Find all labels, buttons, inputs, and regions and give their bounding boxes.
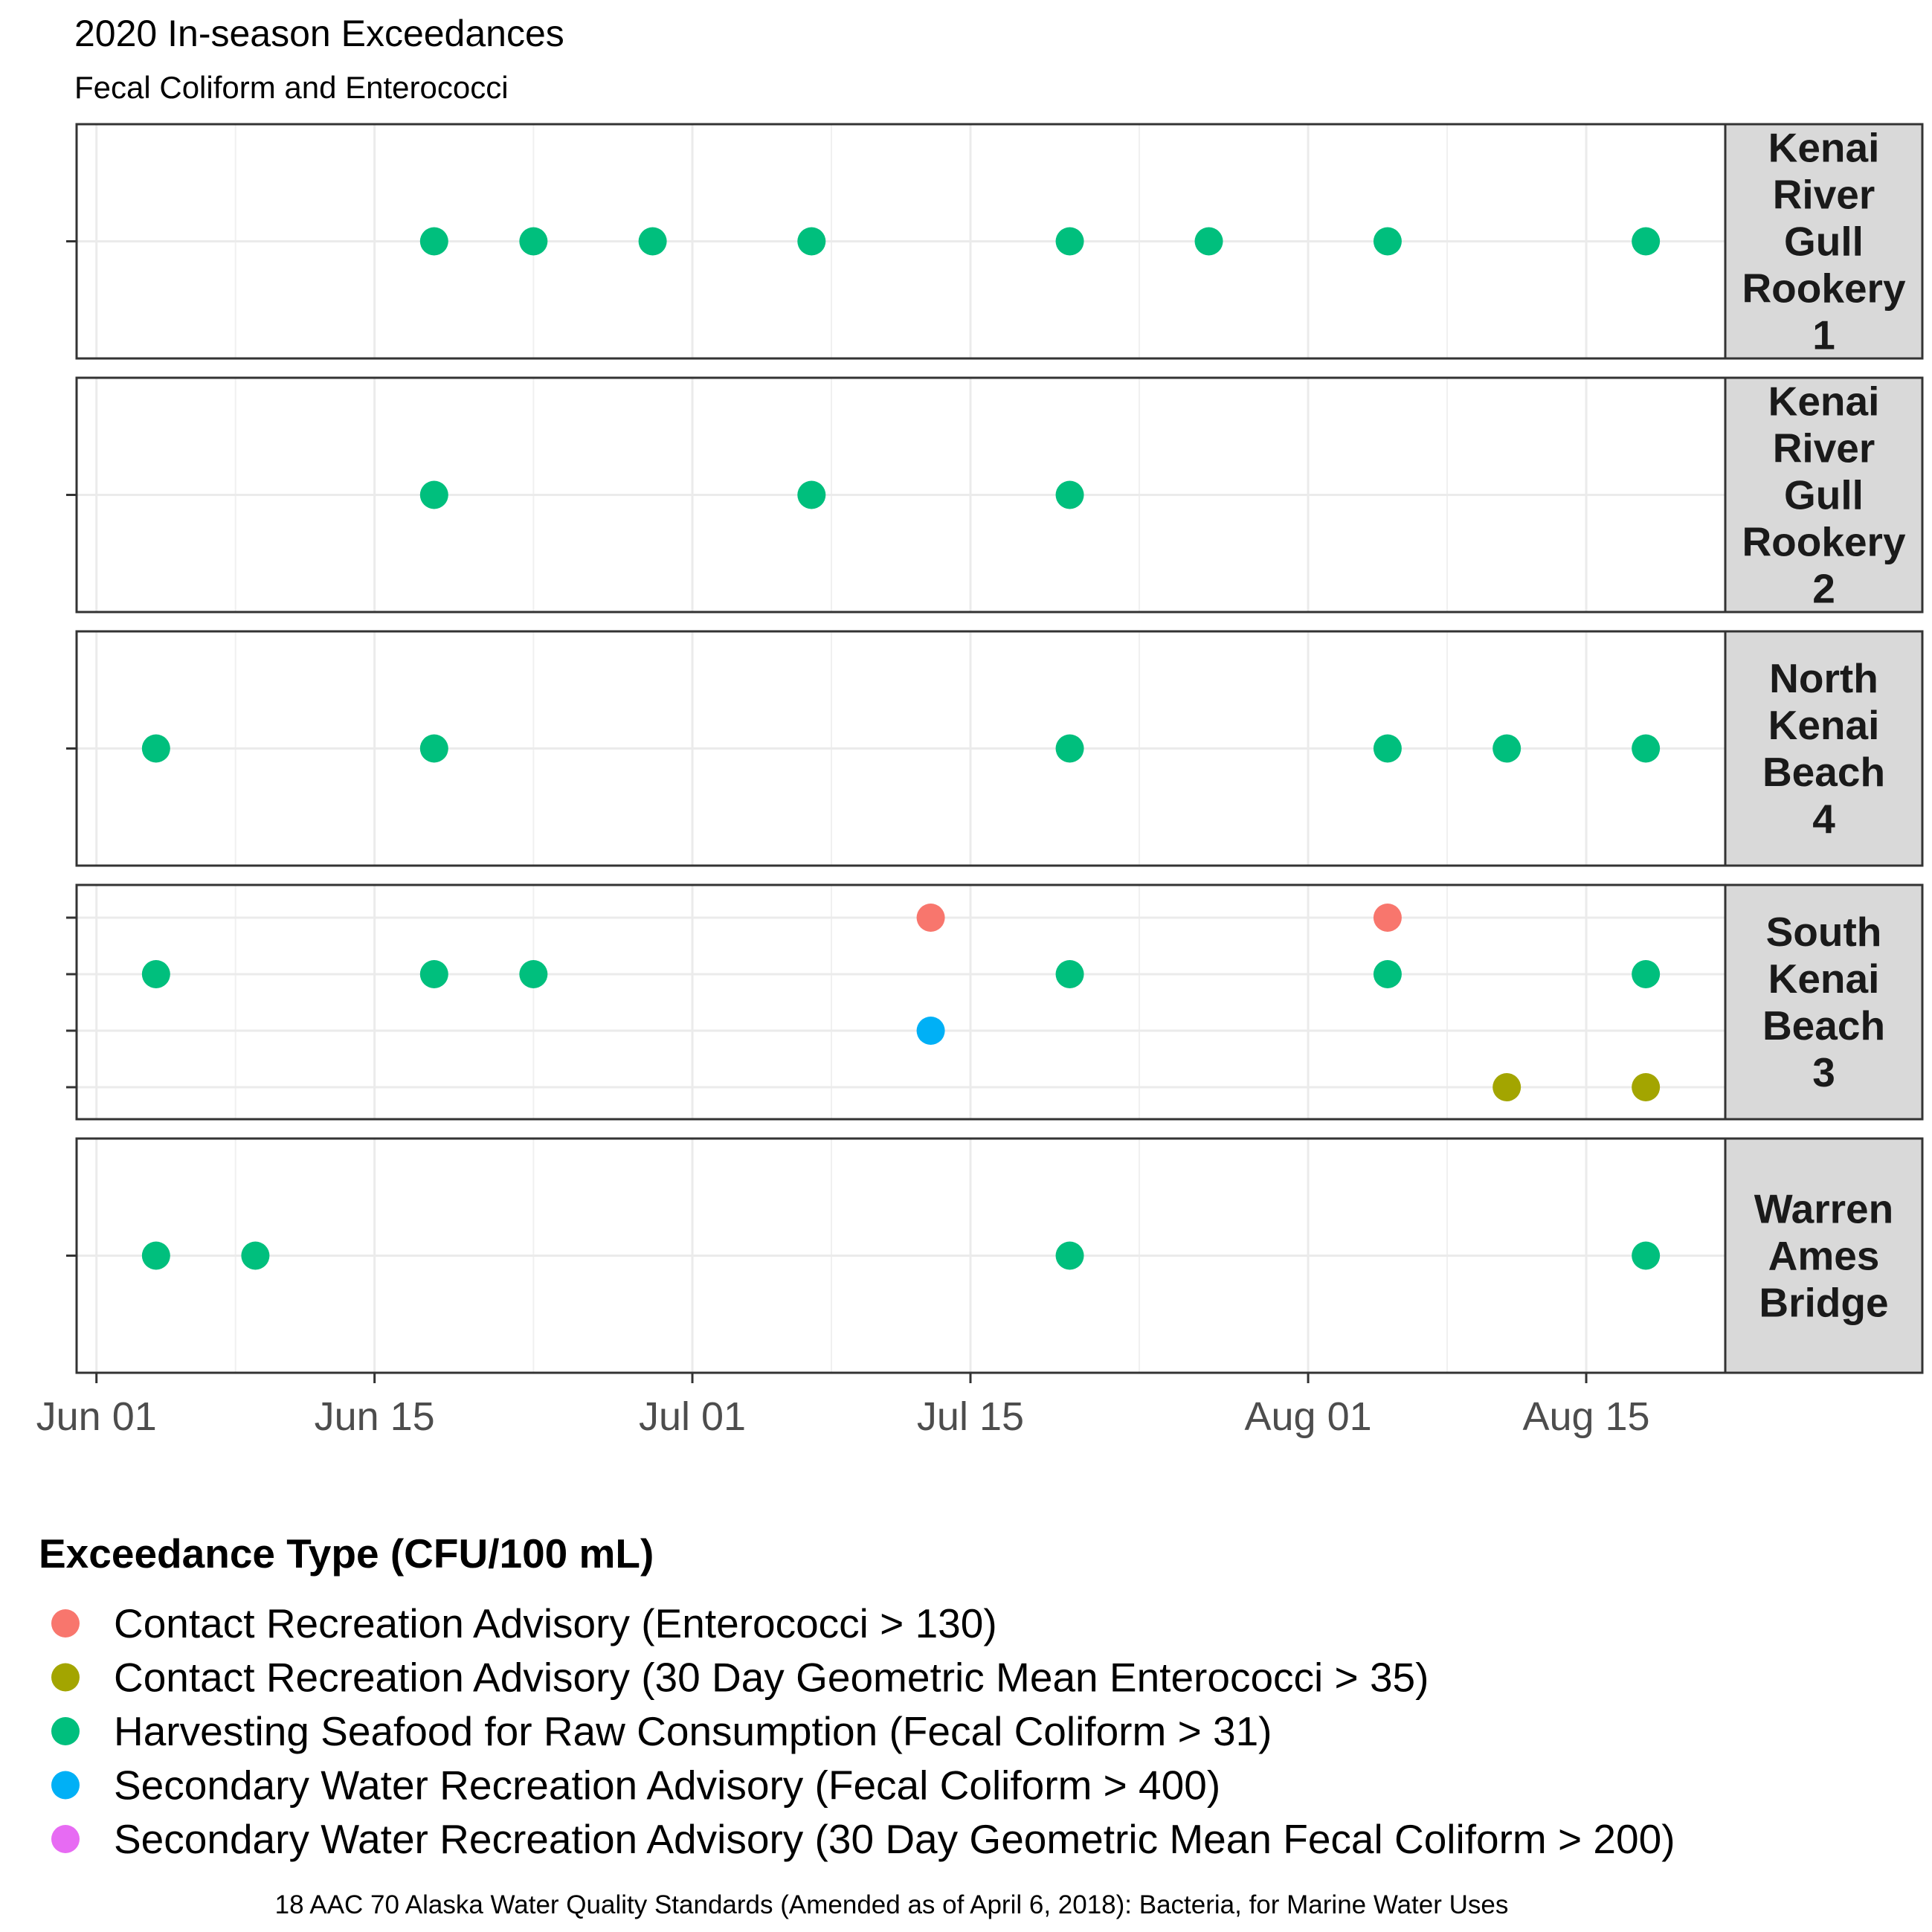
legend-item: Contact Recreation Advisory (Enterococci… [51, 1600, 997, 1646]
strip-background [1724, 883, 1924, 1121]
strip-label: Ames [1768, 1233, 1880, 1279]
x-tick-label: Jul 01 [639, 1394, 746, 1439]
data-point [1055, 960, 1084, 988]
data-point [1373, 734, 1402, 763]
legend-item: Harvesting Seafood for Raw Consumption (… [51, 1708, 1272, 1754]
x-tick-label: Aug 01 [1244, 1394, 1371, 1439]
x-tick-label: Jun 15 [315, 1394, 435, 1439]
strip-label: Rookery [1742, 265, 1905, 312]
data-point [141, 960, 170, 988]
data-point [241, 1241, 270, 1270]
data-point [797, 227, 826, 256]
chart-subtitle: Fecal Coliform and Enterococci [74, 70, 509, 105]
strip-label: Kenai [1768, 379, 1880, 425]
data-point [1194, 227, 1223, 256]
data-point [1055, 1241, 1084, 1270]
strip-label: North [1769, 655, 1878, 701]
data-point [141, 734, 170, 763]
panel-background [77, 885, 1725, 1119]
facet-panels: KenaiRiverGullRookery1KenaiRiverGullRook… [66, 123, 1924, 1374]
data-point [519, 227, 548, 256]
legend-label: Contact Recreation Advisory (30 Day Geom… [114, 1655, 1429, 1701]
legend-key [51, 1825, 80, 1853]
data-point [1055, 734, 1084, 763]
legend-key [51, 1717, 80, 1745]
strip-label: Kenai [1768, 702, 1880, 748]
data-point [1632, 1073, 1661, 1101]
strip-label: Beach [1762, 1002, 1885, 1049]
strip-label: Gull [1784, 472, 1864, 518]
data-point [1373, 960, 1402, 988]
data-point [1632, 734, 1661, 763]
strip-label: 4 [1812, 796, 1835, 842]
strip-label: Warren [1754, 1186, 1893, 1232]
strip-label: River [1773, 425, 1875, 471]
data-point [1632, 1241, 1661, 1270]
data-point [1632, 227, 1661, 256]
data-point [797, 480, 826, 509]
strip-label: River [1773, 172, 1875, 218]
x-axis: Jun 01 Jun 15 Jul 01 Jul 15 Aug 01 Aug 15 [36, 1373, 1650, 1439]
data-point [419, 960, 448, 988]
legend: Exceedance Type (CFU/100 mL) Contact Rec… [39, 1530, 1675, 1862]
data-point [638, 227, 667, 256]
legend-key [51, 1771, 80, 1800]
strip-background [1724, 376, 1924, 614]
data-point [1493, 734, 1522, 763]
legend-title: Exceedance Type (CFU/100 mL) [39, 1530, 654, 1577]
data-point [419, 227, 448, 256]
data-point [916, 904, 945, 932]
data-point [1632, 960, 1661, 988]
legend-item: Secondary Water Recreation Advisory (Fec… [51, 1762, 1220, 1809]
x-tick-label: Jul 15 [917, 1394, 1024, 1439]
data-point [1055, 480, 1084, 509]
legend-label: Secondary Water Recreation Advisory (Fec… [114, 1762, 1220, 1809]
strip-label: Bridge [1759, 1280, 1888, 1326]
data-point [916, 1017, 945, 1045]
strip-label: 1 [1812, 312, 1835, 358]
strip-background [1724, 123, 1924, 360]
strip-label: Kenai [1768, 956, 1880, 1002]
strip-background [1724, 630, 1924, 867]
legend-key [51, 1663, 80, 1692]
data-point [419, 734, 448, 763]
x-tick-label: Aug 15 [1522, 1394, 1649, 1439]
strip-label: Kenai [1768, 125, 1880, 171]
chart-title: 2020 In-season Exceedances [74, 13, 564, 54]
data-point [1493, 1073, 1522, 1101]
strip-label: Gull [1784, 219, 1864, 265]
strip-label: Beach [1762, 749, 1885, 795]
strip-label: South [1766, 909, 1882, 955]
legend-label: Secondary Water Recreation Advisory (30 … [114, 1816, 1675, 1862]
strip-label: 3 [1812, 1049, 1835, 1095]
strip-label: 2 [1812, 566, 1835, 612]
legend-key [51, 1609, 80, 1638]
legend-label: Harvesting Seafood for Raw Consumption (… [114, 1708, 1272, 1754]
strip-label: Rookery [1742, 519, 1905, 565]
data-point [1373, 904, 1402, 932]
data-point [419, 480, 448, 509]
strip-background [1724, 1137, 1924, 1374]
data-point [1055, 227, 1084, 256]
chart-caption: 18 AAC 70 Alaska Water Quality Standards… [275, 1890, 1509, 1919]
x-tick-label: Jun 01 [36, 1394, 157, 1439]
legend-item: Contact Recreation Advisory (30 Day Geom… [51, 1655, 1429, 1701]
data-point [519, 960, 548, 988]
legend-label: Contact Recreation Advisory (Enterococci… [114, 1600, 997, 1646]
data-point [141, 1241, 170, 1270]
data-point [1373, 227, 1402, 256]
legend-item: Secondary Water Recreation Advisory (30 … [51, 1816, 1675, 1862]
